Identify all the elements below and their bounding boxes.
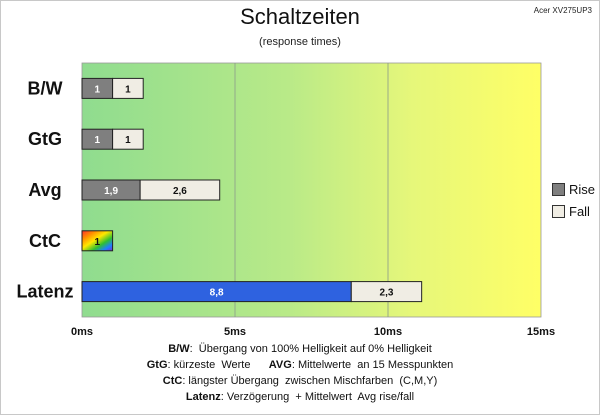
category-label: Latenz bbox=[16, 282, 73, 302]
note-term: Latenz bbox=[185, 391, 221, 403]
bar-fall bbox=[112, 77, 144, 99]
legend-swatch bbox=[552, 182, 565, 196]
category-label: CtC bbox=[29, 231, 61, 251]
legend-swatch bbox=[552, 204, 565, 218]
x-tick-label: 10ms bbox=[374, 326, 402, 338]
note-line: B/W: Übergang von 100% Helligkeit auf 0%… bbox=[0, 341, 600, 357]
note-term: AVG bbox=[268, 359, 292, 371]
legend-item-fall: Fall bbox=[552, 200, 595, 222]
x-tick-label: 0ms bbox=[71, 326, 93, 338]
bar-fall bbox=[112, 128, 144, 150]
chart-notes: B/W: Übergang von 100% Helligkeit auf 0%… bbox=[0, 341, 600, 405]
note-term: CtC bbox=[162, 375, 183, 387]
note-text: : Mittelwerte an 15 Messpunkten bbox=[291, 359, 454, 371]
bar-fall-label: 2,6 bbox=[173, 186, 187, 197]
bar-fall-label: 1 bbox=[125, 84, 131, 95]
category-label: GtG bbox=[28, 129, 62, 149]
bar-fall bbox=[350, 281, 423, 303]
note-line: Latenz: Verzögerung + Mittelwert Avg ris… bbox=[0, 389, 600, 405]
legend-label: Rise bbox=[569, 181, 596, 197]
note-text: : längster Übergang zwischen Mischfarben… bbox=[182, 375, 438, 387]
bar-rise-label: 1 bbox=[95, 84, 101, 95]
monitor-model-label: Acer XV275UP3 bbox=[533, 6, 592, 15]
bar-fall-label: 2,3 bbox=[380, 288, 394, 299]
chart-subtitle: (response times) bbox=[259, 36, 341, 48]
note-term: B/W bbox=[168, 343, 190, 355]
x-tick-label: 5ms bbox=[224, 326, 246, 338]
chart-title: Schaltzeiten bbox=[240, 4, 360, 29]
chart-legend: Rise Fall bbox=[552, 178, 595, 222]
bar-rise-label: 1 bbox=[95, 135, 101, 146]
bar-rise-label: 1 bbox=[95, 237, 101, 248]
bar-fall bbox=[139, 179, 221, 201]
note-text: : Übergang von 100% Helligkeit auf 0% He… bbox=[189, 343, 432, 355]
category-label: Avg bbox=[28, 180, 61, 200]
note-text: : kürzeste Werte bbox=[167, 359, 269, 371]
note-line: CtC: längster Übergang zwischen Mischfar… bbox=[0, 373, 600, 389]
bar-rise bbox=[81, 230, 114, 252]
bar-rise-label: 8,8 bbox=[210, 288, 224, 299]
legend-item-rise: Rise bbox=[552, 178, 595, 200]
bar-fall-label: 1 bbox=[125, 135, 131, 146]
category-label: B/W bbox=[28, 78, 63, 98]
note-line: GtG: kürzeste Werte AVG: Mittelwerte an … bbox=[0, 357, 600, 373]
x-tick-label: 15ms bbox=[527, 326, 555, 338]
legend-label: Fall bbox=[569, 203, 590, 219]
note-text: : Verzögerung + Mittelwert Avg rise/fall bbox=[220, 391, 415, 403]
bar-rise-label: 1,9 bbox=[104, 186, 118, 197]
note-term: GtG bbox=[146, 359, 168, 371]
